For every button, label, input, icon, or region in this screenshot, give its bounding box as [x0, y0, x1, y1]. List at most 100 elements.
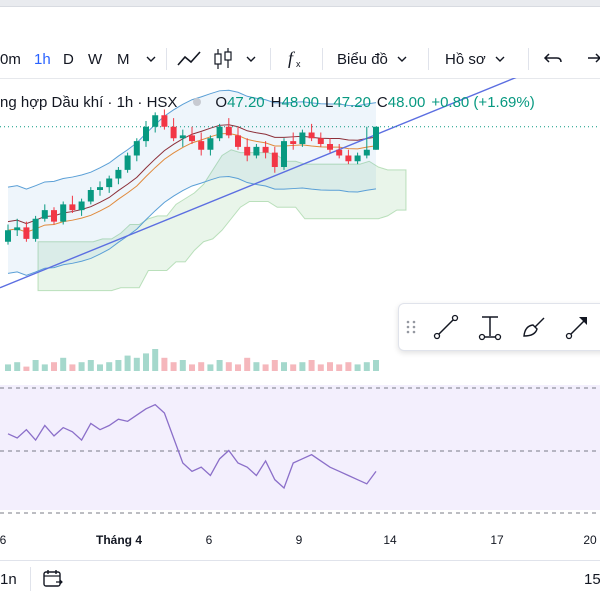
candle-body — [271, 152, 278, 167]
volume-bar — [290, 364, 297, 371]
candle-body — [5, 230, 11, 242]
candle-body — [299, 132, 306, 144]
candle-body — [14, 227, 21, 231]
chart-style-chevron-icon[interactable] — [245, 40, 257, 78]
range-button-partial[interactable]: 1n — [0, 571, 17, 588]
close-value: 48.00 — [387, 93, 426, 111]
change-value: +0.80 (+1.69%) — [431, 93, 535, 111]
volume-bar — [41, 364, 48, 371]
ichimoku-cloud — [37, 149, 407, 292]
redo-icon[interactable] — [584, 40, 600, 78]
candle-body — [23, 227, 30, 239]
high-key: H — [270, 93, 282, 111]
volume-bar — [327, 362, 333, 371]
calendar-goto-date-icon[interactable] — [42, 568, 64, 594]
volume-bar — [207, 364, 214, 371]
chart-legend: ng hợp Dầu khí · 1h · HSX O 47.20 H 48.00 … — [0, 92, 535, 112]
volume-bar — [51, 362, 57, 371]
time-display-partial: 15 — [584, 571, 600, 588]
open-value: 47.20 — [227, 93, 265, 111]
candle-body — [290, 141, 297, 144]
interval-1h[interactable]: 1h — [34, 50, 51, 68]
close-key: C — [376, 93, 388, 111]
candle-body — [281, 141, 287, 167]
time-axis-label: Tháng 4 — [95, 533, 143, 547]
volume-bar — [363, 362, 370, 371]
candle-body — [60, 204, 67, 222]
chart-templates-button[interactable]: Biểu đồ — [337, 40, 408, 78]
rsi-band-background — [0, 385, 600, 510]
price-chart[interactable] — [0, 78, 600, 520]
volume-bar — [133, 357, 140, 371]
high-value: 48.00 — [281, 93, 320, 111]
volume-bar — [308, 360, 315, 371]
time-axis[interactable]: 6 Tháng 4 6 9 14 17 20 — [0, 530, 600, 550]
svg-text:f: f — [288, 48, 296, 68]
candle-body — [170, 126, 177, 139]
chevron-down-icon — [397, 56, 407, 62]
interval-d[interactable]: D — [63, 50, 74, 68]
toolbar-divider — [166, 48, 167, 70]
volume-bar — [78, 362, 85, 371]
candle-body — [225, 126, 232, 136]
candle-body — [133, 141, 140, 156]
candle-body — [115, 169, 122, 179]
candle-body — [327, 144, 333, 150]
symbol-title[interactable]: ng hợp Dầu khí · 1h · HSX — [0, 93, 178, 111]
rsi-line — [7, 403, 377, 490]
candle-body — [41, 210, 48, 219]
toolbar-divider — [270, 48, 271, 70]
drag-handle-icon[interactable] — [401, 312, 421, 342]
candle-body — [363, 149, 370, 156]
browser-top-strip — [0, 0, 600, 7]
svg-text:x: x — [296, 59, 301, 69]
candle-body — [373, 126, 379, 150]
volume-bar — [345, 362, 352, 371]
volume-bar — [170, 362, 177, 371]
volume-bar — [124, 355, 131, 371]
toolbar-divider — [322, 48, 323, 70]
candle-body — [87, 190, 94, 202]
trend-line-icon[interactable] — [431, 312, 461, 342]
interval-dropdown-chevron-icon[interactable] — [145, 40, 157, 78]
price-range-icon[interactable] — [475, 312, 505, 342]
market-status-dot — [193, 98, 202, 106]
volume-bar — [14, 362, 21, 371]
low-key: L — [325, 93, 334, 111]
interval-partial[interactable]: 0m — [0, 50, 21, 68]
chart-templates-label: Biểu đồ — [337, 50, 388, 68]
volume-bar — [106, 362, 113, 371]
undo-icon[interactable] — [543, 40, 563, 78]
arrow-tool-icon[interactable] — [563, 312, 593, 342]
toolbar-divider — [528, 48, 529, 70]
candle-body — [207, 138, 214, 150]
brush-icon[interactable] — [519, 312, 549, 342]
volume-bar — [189, 364, 195, 371]
chevron-down-icon — [495, 56, 505, 62]
volume-bar — [161, 357, 168, 371]
candles-icon[interactable] — [212, 40, 234, 78]
trend-line — [0, 78, 517, 289]
volume-bar — [317, 364, 324, 371]
profile-button[interactable]: Hồ sơ — [445, 40, 506, 78]
candle-body — [189, 135, 195, 142]
time-axis-label: 20 — [583, 533, 597, 547]
candle-body — [235, 135, 241, 147]
volume-bar — [271, 360, 278, 371]
candle-body — [336, 149, 343, 156]
volume-bar — [336, 364, 343, 371]
volume-bar — [373, 360, 379, 371]
volume-bar — [253, 362, 260, 371]
interval-w[interactable]: W — [88, 50, 103, 68]
volume-bar — [60, 357, 67, 371]
interval-m[interactable]: M — [117, 50, 130, 68]
drawing-toolbar — [398, 303, 600, 351]
line-chart-icon[interactable] — [176, 40, 202, 78]
bollinger-fill — [8, 90, 376, 276]
volume-bar — [281, 362, 287, 371]
low-value: 47.20 — [333, 93, 371, 111]
candle-body — [32, 218, 39, 239]
candle-body — [262, 146, 269, 153]
time-axis-label: 14 — [383, 533, 397, 547]
